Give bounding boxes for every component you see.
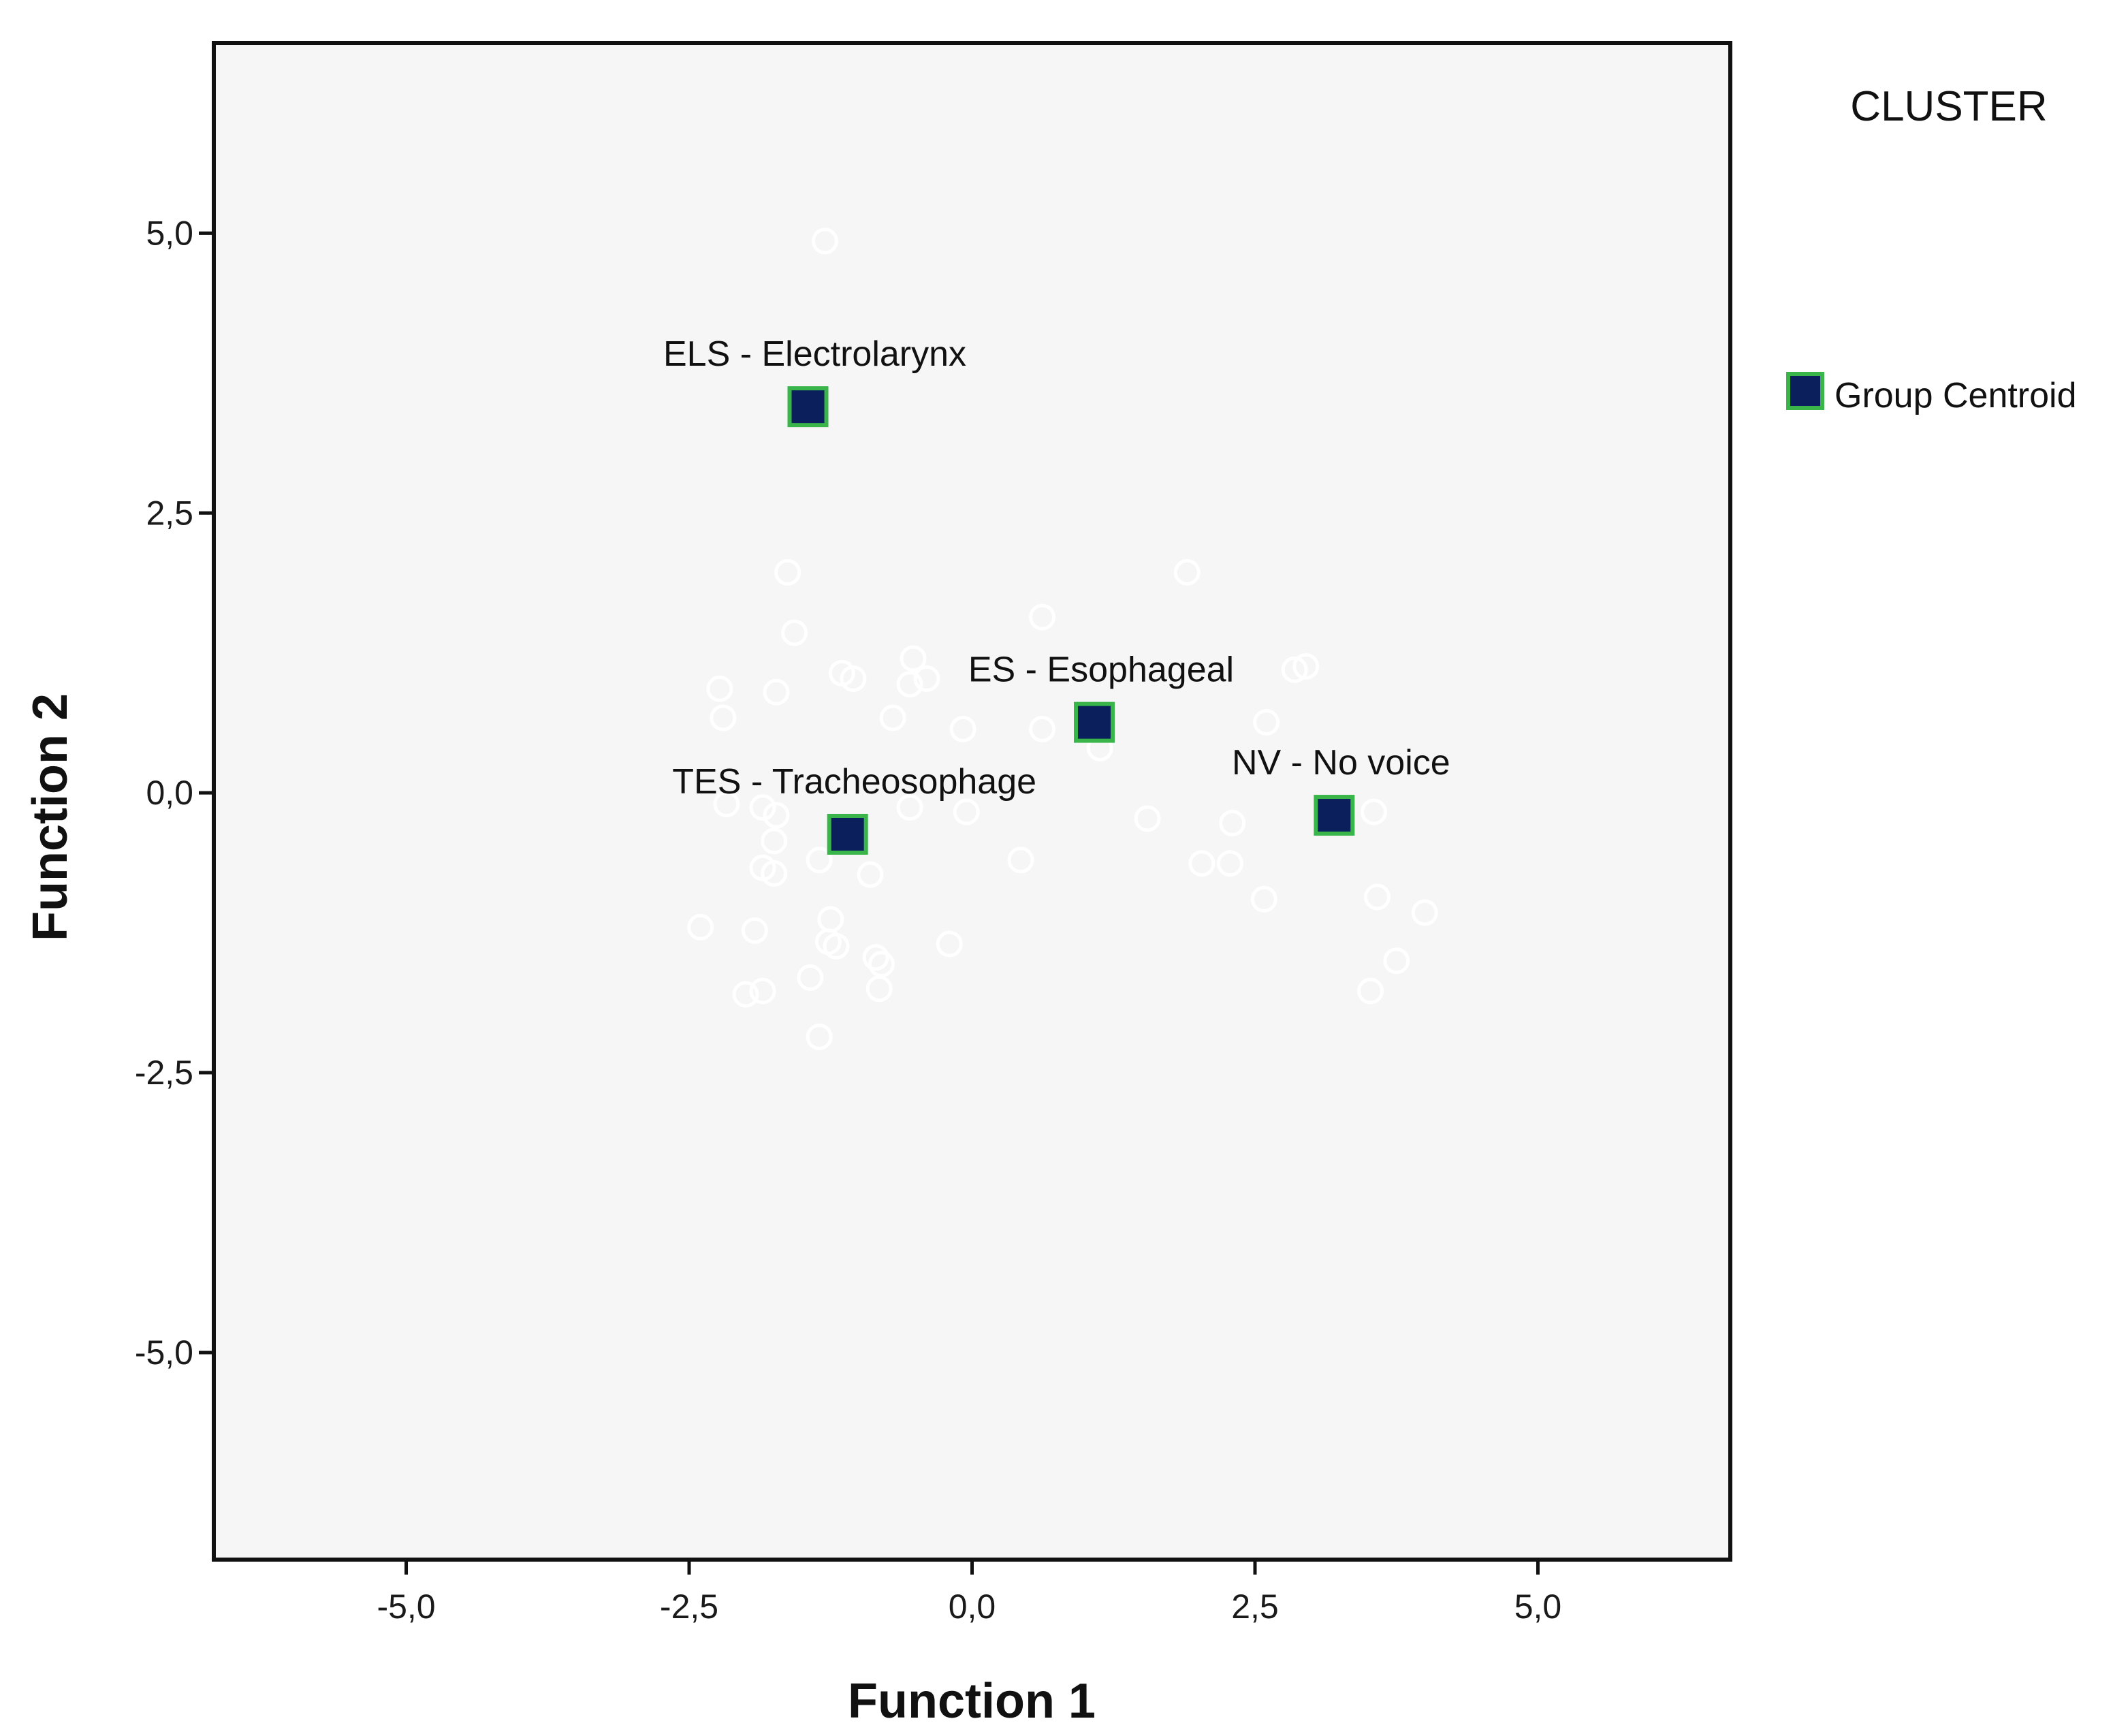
x-tick-label: 5,0	[1514, 1588, 1562, 1626]
case-point	[811, 227, 838, 255]
case-point	[1357, 977, 1384, 1005]
case-point	[840, 665, 867, 693]
case-points	[687, 227, 1438, 1050]
legend: CLUSTER Group Centroid	[1786, 83, 2077, 415]
case-point	[1383, 947, 1410, 975]
case-point	[857, 861, 884, 888]
legend-entry-label: Group Centroid	[1834, 376, 2077, 415]
case-point	[1360, 798, 1387, 825]
x-axis-title: Function 1	[848, 1674, 1096, 1729]
case-point	[1188, 850, 1216, 877]
case-point	[761, 827, 788, 855]
case-point	[1216, 850, 1243, 877]
group-centroid-label: ES - Esophageal	[968, 650, 1234, 690]
case-point	[823, 932, 850, 960]
case-point	[749, 794, 776, 821]
case-point	[1007, 847, 1034, 874]
case-point	[806, 847, 833, 874]
case-point	[741, 917, 768, 944]
case-point	[1363, 883, 1391, 911]
case-point	[913, 665, 940, 693]
group-centroid-label: TES - Tracheosophage	[672, 762, 1036, 802]
y-tick-label: -5,0	[135, 1333, 193, 1372]
case-point	[865, 975, 893, 1003]
legend-centroid-marker	[1786, 372, 1824, 410]
case-point	[732, 981, 759, 1008]
case-point	[713, 791, 740, 818]
case-point	[806, 1023, 833, 1050]
y-tick-label: 2,5	[146, 494, 193, 532]
group-centroid-marker	[787, 386, 829, 428]
group-centroids: ELS - Electrolarynx ES - Esophageal TES - …	[663, 334, 1450, 855]
x-tick-label: 2,5	[1231, 1588, 1279, 1626]
case-point	[896, 794, 923, 821]
case-point	[761, 860, 788, 887]
case-point	[687, 913, 714, 941]
axes: -5,0 -2,5 0,0 2,5 5,0 5,0 2,5 0,0 -2,5 -5,0	[135, 214, 1561, 1626]
case-point	[763, 678, 790, 706]
case-point	[936, 930, 963, 958]
case-point	[706, 675, 733, 702]
x-tick-label: -2,5	[660, 1588, 718, 1626]
y-tick-label: 0,0	[146, 774, 193, 812]
case-point	[1292, 652, 1320, 680]
group-centroid-marker	[827, 813, 868, 855]
case-point	[1029, 603, 1056, 631]
group-centroid-marker	[1073, 701, 1115, 743]
case-point	[710, 704, 737, 731]
y-axis-title: Function 2	[23, 693, 78, 941]
case-point	[862, 944, 889, 971]
case-point	[763, 802, 790, 829]
case-point	[1134, 805, 1161, 832]
y-tick-label: 5,0	[146, 214, 193, 252]
group-centroid-label: NV - No voice	[1232, 743, 1450, 783]
case-point	[774, 558, 801, 586]
case-point	[1250, 885, 1277, 913]
case-point	[1173, 558, 1201, 586]
case-point	[879, 704, 906, 731]
x-tick-label: -5,0	[377, 1588, 435, 1626]
case-point	[749, 977, 776, 1005]
case-point	[1281, 656, 1308, 683]
group-centroid-label: ELS - Electrolarynx	[663, 334, 966, 374]
group-centroid-marker	[1314, 795, 1355, 836]
y-tick-label: -2,5	[135, 1054, 193, 1092]
legend-title: CLUSTER	[1850, 83, 2047, 130]
case-point	[781, 619, 808, 646]
case-point	[949, 715, 976, 742]
case-point	[797, 964, 824, 991]
case-point	[1029, 715, 1056, 742]
case-point	[900, 645, 927, 672]
x-tick-label: 0,0	[949, 1588, 996, 1626]
case-point	[1411, 899, 1438, 926]
case-point	[1253, 709, 1280, 736]
case-point	[953, 798, 980, 825]
case-point	[1219, 810, 1246, 837]
case-point	[896, 671, 923, 698]
